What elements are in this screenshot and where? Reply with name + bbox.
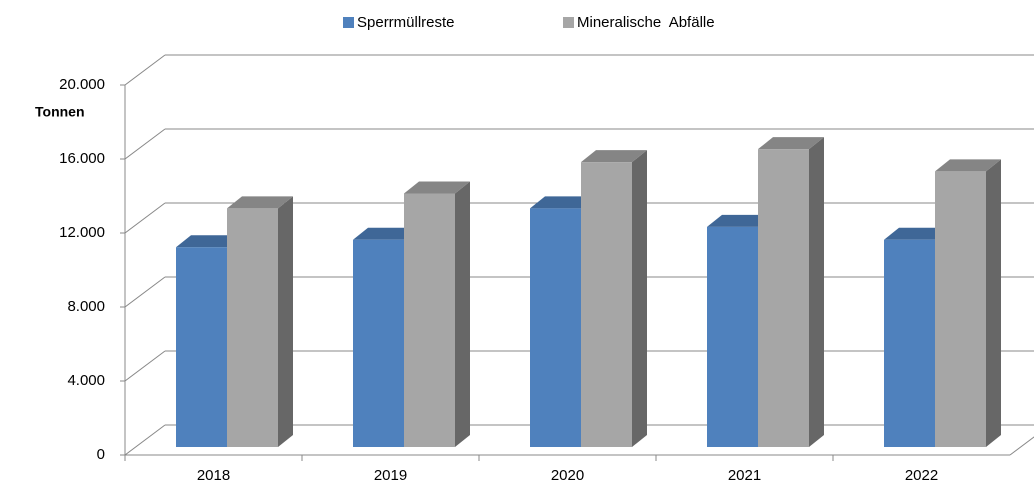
bar-face: [353, 227, 419, 240]
y-axis-label: Tonnen: [35, 104, 85, 120]
bar-face: [809, 137, 824, 447]
y-tick-label: 0: [97, 446, 105, 463]
bar-face: [530, 208, 581, 447]
y-tick-label: 4.000: [67, 372, 105, 389]
grid-depth: [124, 276, 166, 308]
y-tick-label: 20.000: [59, 76, 105, 93]
y-tick-label: 8.000: [67, 298, 105, 315]
legend-swatch: [563, 17, 574, 28]
bar: [935, 159, 1001, 447]
bar: [404, 181, 470, 448]
legend-label: Sperrmüllreste: [357, 14, 455, 31]
bar-face: [581, 162, 632, 447]
x-tick-label: 2021: [728, 467, 761, 484]
bar-face: [986, 159, 1001, 447]
bar-face: [935, 159, 1001, 172]
y-tick-label: 12.000: [59, 224, 105, 241]
bar-face: [707, 214, 773, 227]
bar-face: [884, 227, 950, 240]
y-tick-label: 16.000: [59, 150, 105, 167]
bar-face: [935, 171, 986, 447]
grid-depth: [124, 350, 166, 382]
bar: [758, 137, 824, 447]
bar-face: [227, 208, 278, 447]
bar-face: [632, 150, 647, 447]
x-tick-label: 2022: [905, 467, 938, 484]
grid-depth: [124, 202, 166, 234]
legend-label: Mineralische Abfälle: [577, 14, 715, 31]
bar-face: [530, 196, 596, 209]
legend-swatch: [343, 17, 354, 28]
bar: [581, 150, 647, 447]
grid-depth: [124, 128, 166, 160]
bar-face: [176, 247, 227, 447]
bar: [227, 196, 293, 447]
x-tick-label: 2019: [374, 467, 407, 484]
bar-face: [278, 196, 293, 447]
bar-face: [404, 181, 470, 194]
bar-face: [707, 226, 758, 447]
bar-face: [455, 181, 470, 448]
x-tick-label: 2018: [197, 467, 230, 484]
x-tick-label: 2020: [551, 467, 584, 484]
bar-face: [176, 235, 242, 248]
bar-face: [758, 137, 824, 150]
grid-depth: [124, 54, 166, 86]
bar-face: [227, 196, 293, 209]
bar-face: [581, 150, 647, 163]
grid-depth: [124, 424, 166, 456]
bar-face: [884, 239, 935, 447]
bar-face: [353, 239, 404, 447]
bar-face: [758, 149, 809, 447]
bar-face: [404, 193, 455, 447]
floor-right: [1009, 436, 1034, 456]
